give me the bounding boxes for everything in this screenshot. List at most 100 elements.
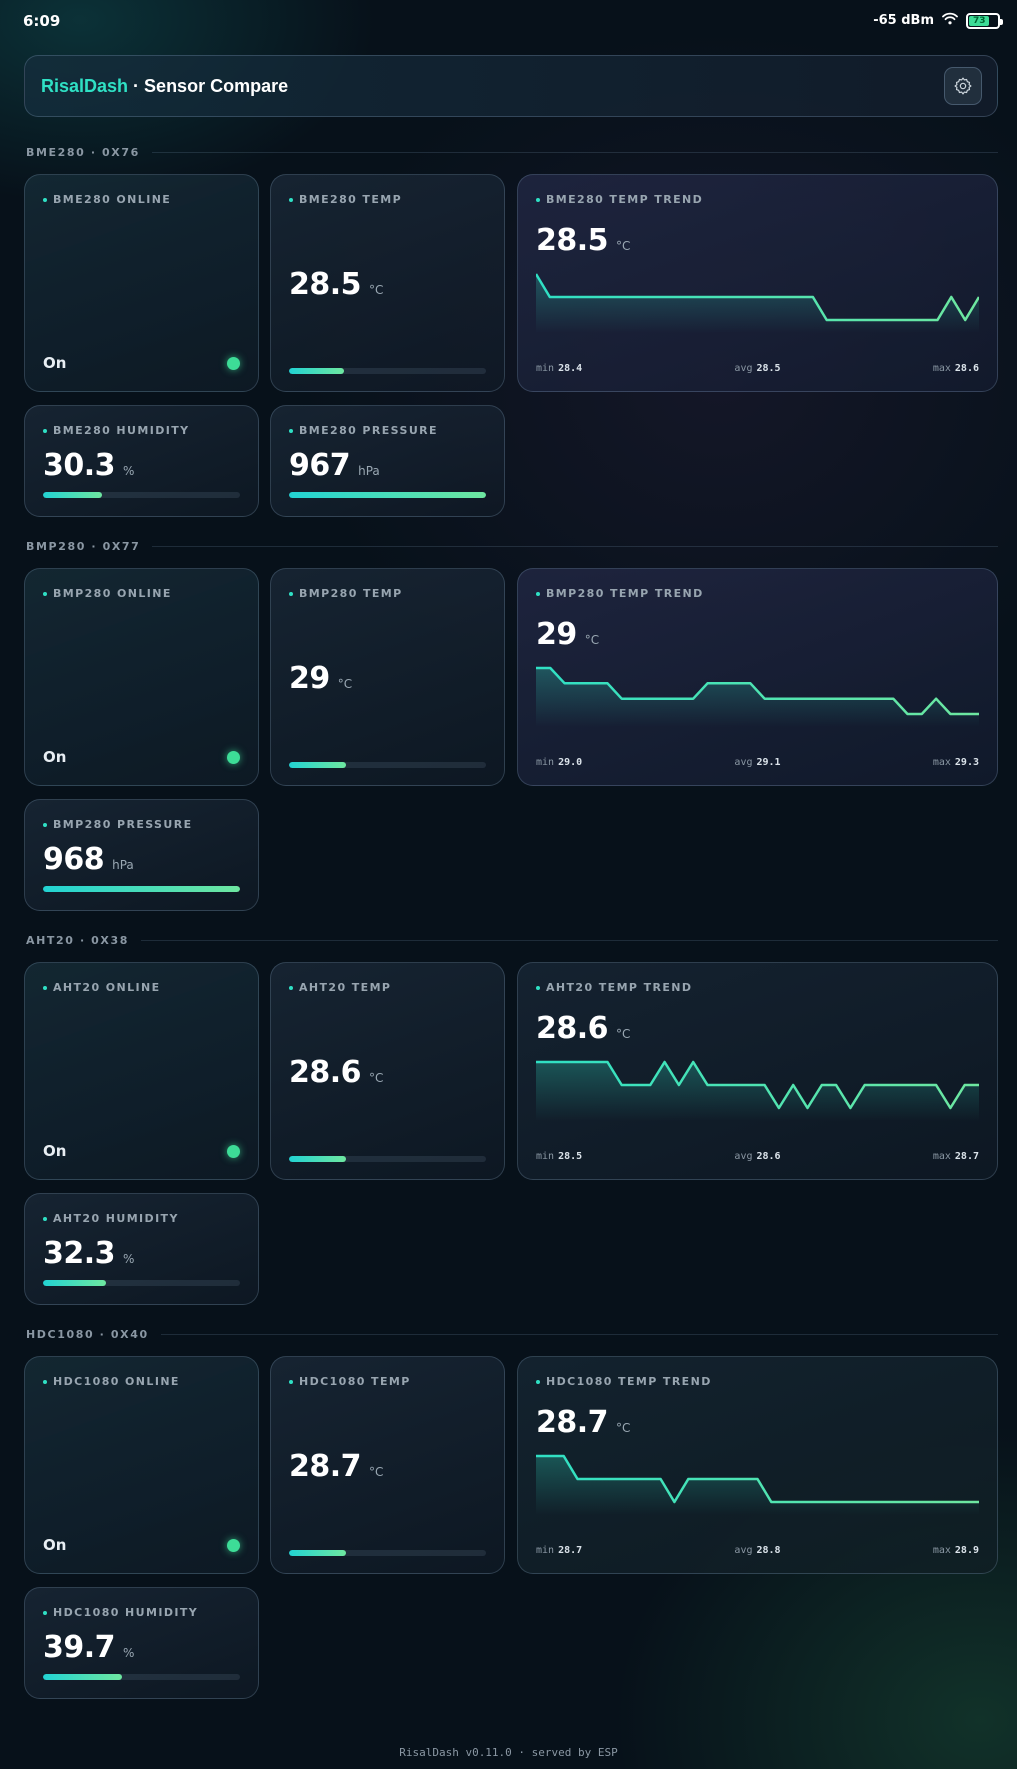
stat-avg: avg 28.6 [734,1151,781,1162]
section-header-aht20: AHT20 · 0X38 [26,934,998,947]
trend-stats: min 28.7 avg 28.8 max 28.9 [536,1545,979,1556]
pressure-card-bmp280: BMP280 PRESSURE 968 hPa [24,799,259,911]
card-label: AHT20 TEMP TREND [546,981,693,994]
humidity-bar [43,1280,240,1286]
stat-max: max 28.6 [932,363,979,374]
signal-strength: -65 dBm [873,13,934,28]
card-label: HDC1080 TEMP TREND [546,1375,712,1388]
online-card-aht20: AHT20 ONLINE On [24,962,259,1180]
trend-value: 28.6 °C [536,1011,631,1046]
temp-bar [289,1550,486,1556]
temp-bar [289,1156,486,1162]
temp-value: 28.6 °C [289,1055,384,1090]
section-header-bmp280: BMP280 · 0X77 [26,540,998,553]
temp-value: 28.7 °C [289,1449,384,1484]
trend-card-bmp280: BMP280 TEMP TREND 29 °C min 29.0 avg 29.1 m… [517,568,998,786]
humidity-card-bme280: BME280 HUMIDITY 30.3% [24,405,259,517]
section-header-hdc1080: HDC1080 · 0X40 [26,1328,998,1341]
trend-sparkline [536,1060,979,1121]
temp-card-bmp280: BMP280 TEMP 29 °C [270,568,505,786]
sparkline-line [536,1454,979,1504]
card-label: AHT20 HUMIDITY [53,1212,179,1225]
card-label: AHT20 ONLINE [53,981,161,994]
card-label: HDC1080 HUMIDITY [53,1606,199,1619]
humidity-card-aht20: AHT20 HUMIDITY 32.3% [24,1193,259,1305]
online-state: On [43,1536,67,1554]
footer: RisalDash v0.11.0 · served by ESP [399,1746,618,1759]
trend-card-hdc1080: HDC1080 TEMP TREND 28.7 °C min 28.7 avg 28.… [517,1356,998,1574]
pressure-value: 967 hPa [289,448,380,483]
status-bar: 6:09 -65 dBm 73 [0,0,1017,44]
stat-max: max 28.7 [932,1151,979,1162]
page-title: RisalDash · Sensor Compare [41,76,288,97]
sparkline-area [536,668,979,727]
online-state: On [43,1142,67,1160]
stat-min: min 28.7 [536,1545,583,1556]
trend-stats: min 29.0 avg 29.1 max 29.3 [536,757,979,768]
trend-card-bme280: BME280 TEMP TREND 28.5 °C min 28.4 avg 28.5… [517,174,998,392]
card-label: AHT20 TEMP [299,981,392,994]
online-indicator [227,751,240,764]
settings-button[interactable] [944,67,982,105]
trend-card-aht20: AHT20 TEMP TREND 28.6 °C min 28.5 avg 28.6 … [517,962,998,1180]
humidity-value: 39.7% [43,1630,135,1665]
sparkline-area [536,1062,979,1121]
online-indicator [227,357,240,370]
pressure-card-bme280: BME280 PRESSURE 967 hPa [270,405,505,517]
card-label: HDC1080 ONLINE [53,1375,180,1388]
humidity-bar [43,1674,240,1680]
temp-bar [289,762,486,768]
humidity-value: 30.3% [43,448,135,483]
battery-icon: 73 [966,12,1003,29]
card-label: BMP280 ONLINE [53,587,172,600]
pressure-value: 968 hPa [43,842,134,877]
card-label: BME280 TEMP [299,193,403,206]
sparkline-area [536,1456,979,1515]
online-state: On [43,748,67,766]
stat-avg: avg 29.1 [734,757,781,768]
title-separator: · [128,76,145,96]
wifi-icon [942,12,958,29]
card-label: BMP280 TEMP TREND [546,587,704,600]
stat-min: min 28.5 [536,1151,583,1162]
card-label: HDC1080 TEMP [299,1375,411,1388]
pressure-bar [43,886,240,892]
temp-value: 28.5 °C [289,267,384,302]
trend-sparkline [536,666,979,727]
card-label: BME280 HUMIDITY [53,424,190,437]
trend-sparkline [536,273,979,333]
gear-icon [954,77,972,95]
humidity-card-hdc1080: HDC1080 HUMIDITY 39.7% [24,1587,259,1699]
brand-name: RisalDash [41,76,129,96]
online-card-hdc1080: HDC1080 ONLINE On [24,1356,259,1574]
sparkline-line [536,666,979,716]
temp-card-hdc1080: HDC1080 TEMP 28.7 °C [270,1356,505,1574]
temp-card-bme280: BME280 TEMP 28.5 °C [270,174,505,392]
card-label: BME280 PRESSURE [299,424,438,437]
trend-value: 28.7 °C [536,1405,631,1440]
status-time: 6:09 [23,12,61,30]
stat-avg: avg 28.8 [734,1545,781,1556]
stat-max: max 28.9 [932,1545,979,1556]
stat-min: min 28.4 [536,363,583,374]
battery-level: 73 [969,15,990,26]
app-header: RisalDash · Sensor Compare [24,55,998,117]
temp-value: 29 °C [289,661,353,696]
card-label: BMP280 TEMP [299,587,403,600]
pressure-bar [289,492,486,498]
stat-max: max 29.3 [932,757,979,768]
temp-card-aht20: AHT20 TEMP 28.6 °C [270,962,505,1180]
stat-min: min 29.0 [536,757,583,768]
trend-value: 29 °C [536,617,600,652]
trend-stats: min 28.4 avg 28.5 max 28.6 [536,363,979,374]
temp-bar [289,368,486,374]
card-label: BME280 TEMP TREND [546,193,704,206]
humidity-bar [43,492,240,498]
card-label: BMP280 PRESSURE [53,818,193,831]
sparkline-area [536,274,979,333]
sparkline-line [536,1060,979,1110]
sparkline-line [536,273,979,322]
online-state: On [43,354,67,372]
status-indicators: -65 dBm 73 [873,12,1003,29]
trend-value: 28.5 °C [536,223,631,258]
